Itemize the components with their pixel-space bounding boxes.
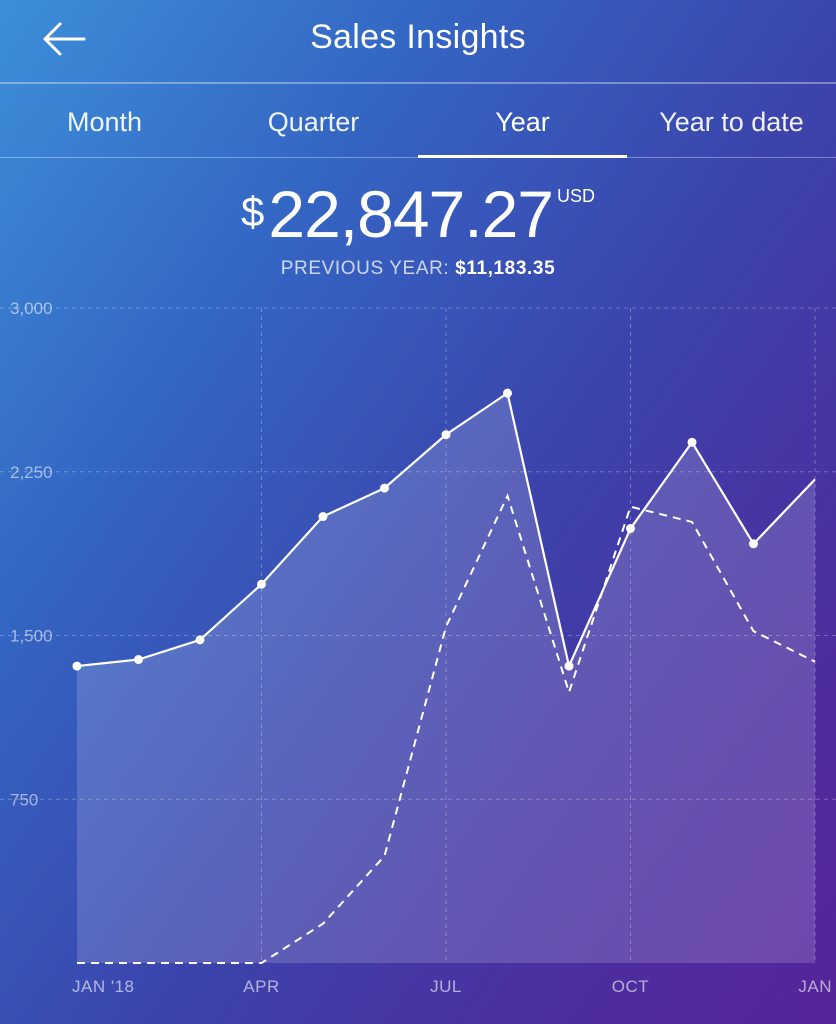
data-point: [503, 388, 512, 398]
x-tick-label: JUL: [430, 977, 462, 996]
tab-year[interactable]: Year: [495, 107, 550, 137]
arrow-left-icon: [43, 22, 86, 56]
tab-month[interactable]: Month: [66, 107, 143, 137]
back-button[interactable]: [40, 18, 88, 60]
data-point: [134, 655, 143, 665]
y-tick-label: 3,000: [10, 299, 53, 318]
previous-year: PREVIOUS YEAR: $11,183.35: [0, 258, 836, 280]
current-year-area: [77, 393, 815, 963]
y-tick-label: 2,250: [10, 463, 53, 482]
header-divider: [0, 82, 836, 84]
tab-quarter[interactable]: Quarter: [267, 107, 360, 137]
data-point: [318, 512, 328, 522]
period-tabs: Month Quarter Year Year to date: [0, 84, 836, 158]
page-title: Sales Insights: [310, 18, 526, 56]
data-point: [380, 483, 389, 493]
total-sales: $22,847.27 USD: [0, 176, 836, 252]
previous-year-value: $11,183.35: [455, 258, 556, 279]
data-point: [257, 579, 266, 589]
y-tick-label: 750: [10, 790, 38, 809]
sales-chart: 3,000 2,250 1,500 750 JAN '18 APR JUL OCT JAN: [0, 299, 836, 996]
x-tick-label: OCT: [612, 977, 649, 996]
x-tick-label: JAN: [798, 977, 832, 996]
x-tick-label: JAN '18: [72, 977, 135, 996]
previous-year-label: PREVIOUS YEAR:: [280, 258, 450, 279]
x-tick-label: APR: [243, 977, 279, 996]
data-point: [687, 437, 697, 447]
total-amount: 22,847.27: [268, 177, 554, 251]
previous-year-line: [77, 493, 816, 964]
active-tab-indicator: [418, 155, 627, 158]
y-tick-label: 1,500: [10, 627, 53, 646]
tab-year-to-date[interactable]: Year to date: [659, 107, 804, 137]
data-point: [72, 661, 82, 671]
top-bar: Sales Insights: [0, 0, 836, 82]
data-point: [564, 661, 574, 671]
data-point: [195, 635, 205, 645]
data-point: [626, 524, 635, 534]
currency-symbol: $: [241, 188, 265, 235]
data-point: [441, 430, 451, 440]
data-point: [749, 539, 758, 549]
currency-code: USD: [556, 186, 595, 206]
